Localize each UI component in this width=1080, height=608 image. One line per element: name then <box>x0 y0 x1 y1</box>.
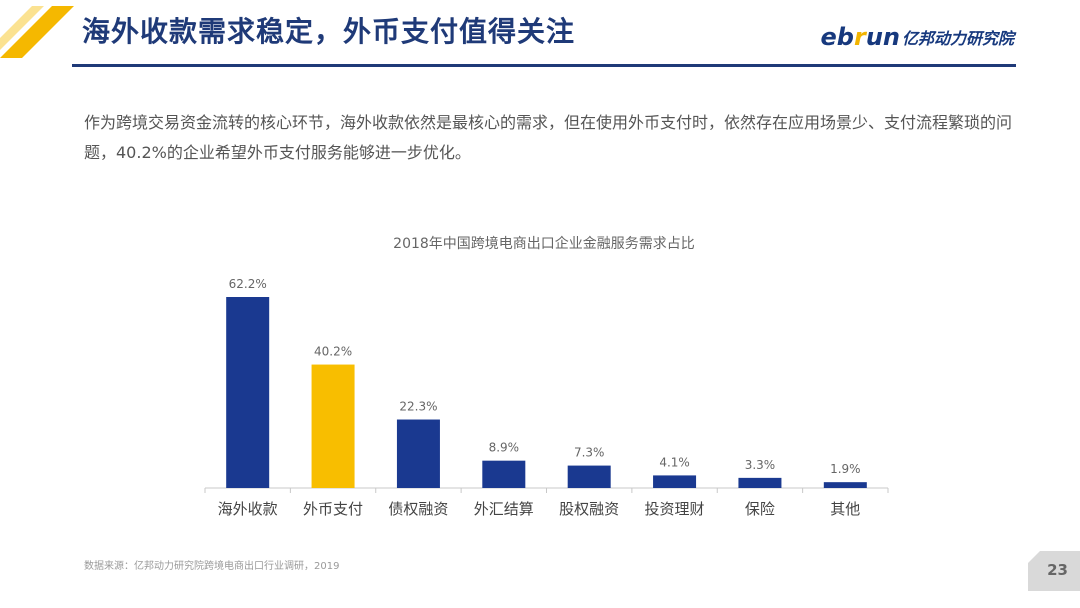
bar <box>653 475 697 488</box>
bar-value-label: 4.1% <box>659 455 690 469</box>
bar <box>226 297 270 488</box>
logo-chinese-name: 亿邦动力研究院 <box>901 29 1014 48</box>
page-number-tab <box>1028 551 1080 591</box>
category-label: 外汇结算 <box>474 500 534 518</box>
data-source-note: 数据来源：亿邦动力研究院跨境电商出口行业调研，2019 <box>84 561 340 572</box>
bar-value-label: 7.3% <box>574 446 605 460</box>
category-label: 股权融资 <box>559 500 619 518</box>
category-label: 保险 <box>745 500 775 518</box>
chart-title: 2018年中国跨境电商出口企业金融服务需求占比 <box>393 235 695 252</box>
bar-value-label: 22.3% <box>399 400 437 414</box>
category-label: 其他 <box>830 500 860 518</box>
brand-logo: ebrun 亿邦动力研究院 <box>821 20 1015 50</box>
bar-value-label: 40.2% <box>314 345 352 359</box>
category-label: 投资理财 <box>645 500 705 518</box>
bar <box>311 364 355 488</box>
bar <box>738 477 782 488</box>
bar-value-label: 62.2% <box>229 277 267 291</box>
bar <box>482 460 526 488</box>
logo-wordmark: ebrun <box>820 23 900 51</box>
bar-value-label: 3.3% <box>745 458 776 472</box>
category-label: 外币支付 <box>303 500 363 518</box>
bar <box>823 482 867 488</box>
title-divider <box>72 64 1016 67</box>
bar-value-label: 1.9% <box>830 462 861 476</box>
category-label: 海外收款 <box>218 500 278 518</box>
bar <box>567 465 611 488</box>
bar <box>396 419 440 488</box>
category-label: 债权融资 <box>388 500 448 518</box>
corner-decoration-icon <box>0 6 74 58</box>
intro-paragraph: 作为跨境交易资金流转的核心环节，海外收款依然是最核心的需求，但在使用外币支付时，… <box>84 113 1013 162</box>
bar-value-label: 8.9% <box>489 441 520 455</box>
page-number: 23 <box>1047 561 1068 579</box>
page-title: 海外收款需求稳定，外币支付值得关注 <box>82 15 576 48</box>
